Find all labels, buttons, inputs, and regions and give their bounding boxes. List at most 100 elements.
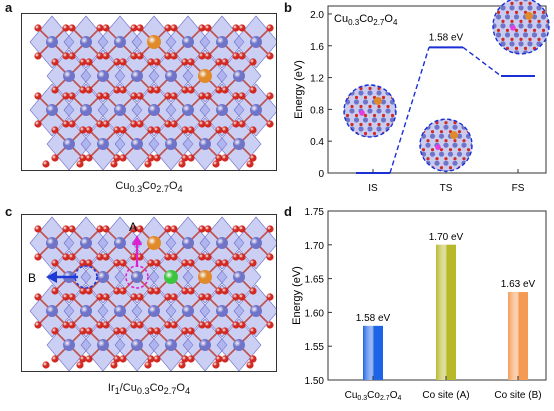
inset-o-atom: [501, 37, 505, 41]
oxygen-atom: [85, 259, 93, 267]
inset-o-atom: [501, 56, 504, 59]
structure-frame-a: [21, 13, 279, 171]
oxygen-atom: [266, 52, 274, 60]
inset-co-atom: [495, 32, 502, 38]
oxygen-atom: [238, 253, 246, 261]
oxygen-atom: [178, 160, 186, 168]
cobalt-atom: [182, 104, 194, 116]
inset-o-atom: [505, 10, 510, 14]
oxygen-atom: [181, 259, 189, 267]
oxygen-atom: [232, 24, 240, 32]
energy-path-chart: 0 0.4 0.8 1.2 1.6 2.0 Energy (eV) Cu0.3Co2.7O4 I…: [293, 0, 554, 194]
oxygen-atom: [68, 293, 76, 301]
oxygen-atom: [102, 120, 110, 128]
oxygen-atom: [51, 259, 59, 267]
inset-o-atom: [471, 157, 472, 161]
inset-co-atom: [540, 0, 547, 2]
cobalt-atom: [250, 104, 262, 116]
oxygen-atom: [62, 293, 70, 301]
oxygen-atom: [102, 321, 110, 329]
inset-co-atom: [420, 169, 427, 172]
y-tick-label: 1.70: [305, 241, 325, 252]
inset-o-atom: [514, 10, 519, 14]
oxygen-atom: [204, 321, 212, 329]
oxygen-atom: [130, 92, 138, 100]
oxygen-atom: [68, 225, 76, 233]
inset-co-atom: [456, 119, 463, 121]
cobalt-atom: [46, 305, 58, 317]
inset-co-atom: [518, 5, 524, 11]
inset-o-atom: [453, 175, 456, 178]
inset-o-atom: [532, 10, 537, 14]
oxygen-atom: [96, 293, 104, 301]
inset-o-atom: [359, 104, 363, 109]
cobalt-atom: [233, 138, 245, 150]
inset-co-atom: [550, 32, 554, 37]
energy-connector: [462, 46, 502, 77]
oxygen-atom: [102, 253, 110, 261]
oxygen-atom: [130, 293, 138, 301]
copper-atom: [198, 270, 212, 284]
oxygen-atom: [221, 86, 229, 94]
inset-co-atom: [500, 23, 506, 29]
cobalt-atom: [131, 70, 143, 82]
oxygen-atom: [68, 52, 76, 60]
inset-co-atom: [527, 23, 533, 29]
inset-o-atom: [404, 105, 407, 108]
cobalt-atom: [148, 305, 160, 317]
inset-co-atom: [399, 99, 404, 104]
oxygen-atom: [170, 92, 178, 100]
inset-o-atom: [457, 148, 462, 152]
inset-co-atom: [522, 0, 529, 2]
inset-co-atom: [500, 5, 506, 11]
inset-o-atom: [528, 1, 532, 5]
oxygen-atom: [215, 259, 223, 267]
oxygen-atom: [34, 92, 42, 100]
inset-o-atom: [523, 28, 528, 32]
inset-o-atom: [546, 1, 549, 5]
oxygen-atom: [62, 24, 70, 32]
crystal-structure-c: AB: [28, 216, 279, 372]
oxygen-atom: [130, 253, 138, 261]
oxygen-atom: [181, 327, 189, 335]
inset-o-atom: [476, 148, 479, 151]
oxygen-atom: [164, 253, 172, 261]
cobalt-atom: [250, 237, 262, 249]
inset-o-atom: [519, 19, 523, 23]
inset-co-atom: [420, 142, 422, 148]
chart-title: Cu0.3Co2.7O4: [334, 13, 398, 27]
arrow-b-label: B: [28, 271, 36, 285]
cobalt-atom: [182, 305, 194, 317]
oxygen-atom: [266, 24, 274, 32]
oxygen-atom: [181, 355, 189, 363]
oxygen-atom: [153, 355, 161, 363]
inset-o-atom: [444, 175, 447, 178]
oxygen-atom: [212, 160, 220, 168]
crystal-structure-a: [29, 15, 279, 171]
inset-co-atom: [495, 50, 502, 54]
oxygen-atom: [204, 225, 212, 233]
inset-o-atom: [532, 28, 537, 32]
inset-co-atom: [344, 84, 351, 87]
inset-o-atom: [546, 56, 549, 59]
inset-o-atom: [426, 121, 430, 125]
bar-highlight: [436, 244, 456, 380]
oxygen-atom: [147, 327, 155, 335]
inset-o-atom: [439, 148, 444, 152]
inset-o-atom: [386, 104, 390, 109]
inset-o-atom: [514, 46, 519, 50]
oxygen-atom: [221, 259, 229, 267]
oxygen-atom: [51, 86, 59, 94]
inset-o-atom: [363, 95, 368, 100]
oxygen-atom: [34, 293, 42, 301]
oxygen-atom: [62, 225, 70, 233]
inset-co-atom: [518, 23, 524, 29]
inset-o-atom: [350, 141, 353, 144]
oxygen-atom: [187, 86, 195, 94]
oxygen-atom: [266, 293, 274, 301]
oxygen-atom: [204, 52, 212, 60]
inset-o-atom: [426, 175, 429, 178]
oxygen-atom: [51, 355, 59, 363]
oxygen-atom: [119, 126, 127, 134]
inset-o-atom: [480, 121, 483, 124]
